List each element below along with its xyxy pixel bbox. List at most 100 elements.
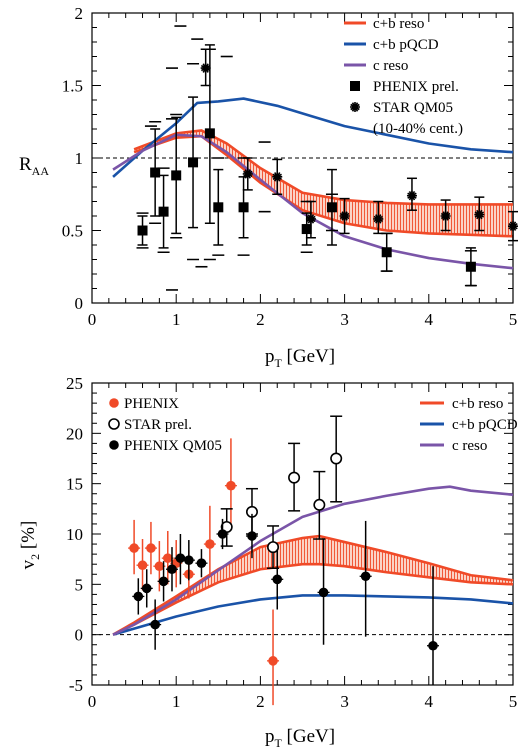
legend-swatch: [109, 440, 119, 450]
legend-label: c reso: [452, 438, 487, 454]
marker-phenix-prel-: [158, 206, 169, 217]
y-tick-label: 0.5: [62, 222, 83, 241]
marker-phenix-prel-: [204, 128, 215, 139]
v2-bands: [112, 534, 514, 636]
marker-phenix-qm05: [167, 564, 177, 575]
legend-label: (10-40% cent.): [373, 121, 463, 137]
v2-curves: [112, 485, 514, 636]
x-tick-label: 5: [509, 692, 518, 711]
marker-phenix-qm05: [150, 619, 160, 630]
marker-phenix-qm05: [272, 574, 283, 585]
legend-label: c+b reso: [373, 16, 424, 32]
y-tick-label: 15: [66, 475, 83, 494]
y-tick-label: 1: [75, 149, 84, 168]
y-tick-label: 0: [75, 294, 84, 313]
y-tick-label: 0: [75, 626, 84, 645]
marker-star-qm05: [242, 168, 253, 179]
legend-label: c+b pQCD: [373, 37, 439, 53]
marker-star-qm05: [272, 171, 283, 182]
marker-phenix: [205, 539, 215, 549]
x-tick-label: 3: [340, 692, 349, 711]
marker-phenix-qm05: [217, 529, 228, 539]
series-line-c-b-pqcd: [112, 594, 514, 636]
marker-star-qm05: [440, 211, 451, 221]
marker-star-qm05: [406, 190, 417, 201]
raa-legend: c+b reso c+b pQCD c reso PHENIX prel. STAR Q…: [344, 16, 463, 137]
v2-markers: [128, 415, 440, 706]
y-tick-label: 5: [75, 575, 84, 594]
x-tick-label: 5: [509, 310, 518, 329]
marker-phenix: [137, 560, 148, 571]
legend-swatch: [350, 81, 360, 91]
marker-star-prel-: [330, 452, 343, 465]
x-tick-label: 1: [172, 692, 181, 711]
x-tick-label: 0: [88, 310, 97, 329]
band-lower-edge: [112, 562, 514, 636]
marker-phenix-qm05: [247, 531, 257, 541]
x-tick-label: 2: [256, 692, 265, 711]
marker-star-qm05: [474, 209, 485, 220]
v2-axes: 0 1 2 3 4 5 -5 0 5 10 15 20 25: [66, 374, 517, 711]
marker-star-prel-: [288, 471, 301, 484]
raa-panel: RAA pT [GeV] 0 1 2 3 4 5 0 0.5 1 1.5 2 c+b reso c+b…: [19, 4, 518, 370]
marker-star-qm05: [373, 213, 384, 224]
marker-phenix: [268, 656, 278, 666]
marker-phenix-prel-: [137, 225, 148, 236]
legend-label: c+b reso: [452, 396, 503, 412]
legend-label: PHENIX: [124, 396, 179, 412]
y-tick-label: 20: [66, 424, 83, 443]
x-tick-label: 3: [340, 310, 349, 329]
legend-label: STAR QM05: [373, 100, 453, 116]
marker-phenix: [226, 480, 236, 491]
series-line-c-reso: [112, 485, 514, 636]
marker-phenix-prel-: [188, 157, 199, 168]
marker-star-qm05: [200, 63, 211, 74]
legend-swatch: [350, 102, 360, 112]
band-upper-edge: [112, 534, 514, 636]
legend-swatch: [108, 418, 120, 430]
marker-star-prel-: [267, 541, 280, 554]
marker-star-prel-: [313, 498, 326, 511]
legend-swatch: [109, 398, 119, 408]
marker-phenix-qm05: [141, 583, 152, 594]
v2-xlabel: pT [GeV]: [265, 726, 335, 750]
v2-legend: PHENIX STAR prel. PHENIX QM05 c+b reso c+b p…: [108, 396, 518, 454]
x-tick-label: 1: [172, 310, 181, 329]
legend-label: STAR prel.: [124, 417, 192, 433]
series-line-c-reso: [112, 133, 514, 270]
marker-phenix-qm05: [184, 555, 194, 565]
legend-label: c+b pQCD: [452, 417, 518, 433]
y-tick-label: 10: [66, 525, 83, 544]
legend-label: PHENIX QM05: [124, 438, 222, 454]
marker-phenix-qm05: [196, 558, 207, 568]
marker-phenix-qm05: [133, 591, 144, 602]
y-tick-label: 25: [66, 374, 83, 393]
marker-phenix: [129, 543, 139, 553]
raa-markers: [136, 25, 518, 291]
x-tick-label: 0: [88, 692, 97, 711]
raa-xlabel: pT [GeV]: [265, 346, 335, 370]
marker-phenix-qm05: [360, 571, 371, 582]
marker-phenix-prel-: [150, 167, 161, 178]
marker-phenix-prel-: [301, 224, 312, 235]
v2-ylabel: v2 [%]: [18, 521, 42, 570]
y-tick-label: -5: [69, 676, 83, 695]
v2-panel: v2 [%] pT [GeV] 0 1 2 3 4 5 -5 0 5 10 15 20 25 PHENI…: [18, 374, 518, 750]
band-fill: [113, 536, 514, 635]
raa-ylabel: RAA: [19, 154, 49, 178]
marker-star-qm05: [305, 213, 316, 224]
x-tick-label: 4: [425, 310, 434, 329]
marker-star-qm05: [508, 221, 518, 232]
band-fill: [134, 130, 513, 237]
marker-phenix: [154, 561, 165, 572]
marker-phenix-prel-: [171, 170, 182, 181]
marker-phenix-qm05: [318, 587, 329, 598]
y-tick-label: 2: [75, 4, 84, 23]
marker-phenix-qm05: [175, 553, 186, 563]
marker-phenix: [162, 553, 173, 563]
y-tick-label: 1.5: [62, 77, 83, 96]
marker-phenix: [146, 543, 156, 553]
x-tick-label: 2: [256, 310, 265, 329]
marker-phenix-prel-: [326, 202, 337, 213]
